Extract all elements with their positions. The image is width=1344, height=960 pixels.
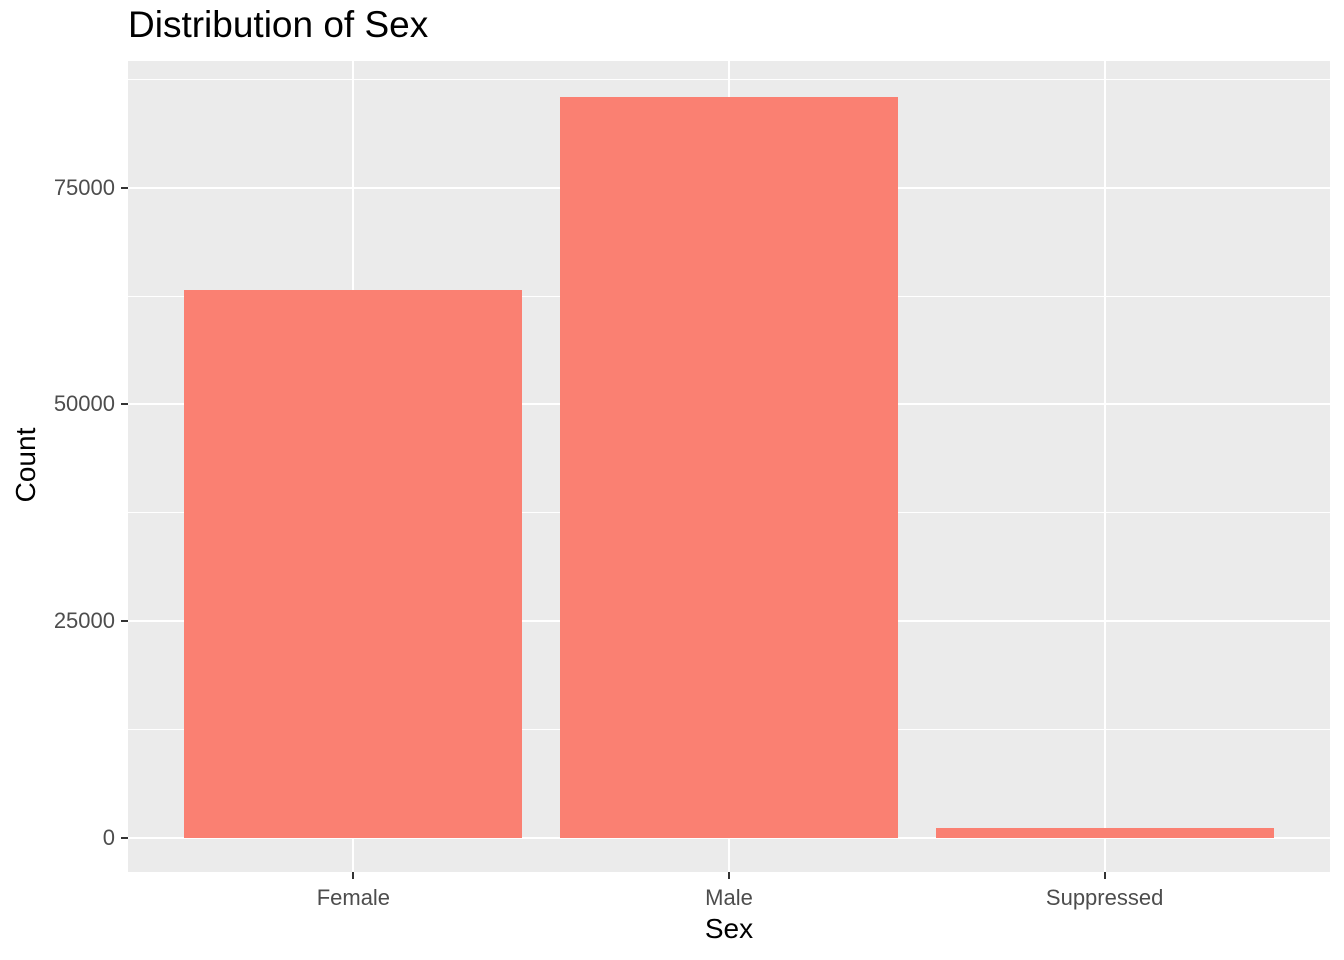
y-tick-label: 0: [102, 825, 115, 851]
y-tick-label: 50000: [53, 391, 115, 417]
x-axis-title: Sex: [704, 913, 754, 944]
chart-title: Distribution of Sex: [128, 4, 429, 45]
y-tick-mark: [121, 837, 128, 840]
x-tick-label: Male: [705, 885, 753, 910]
y-tick-mark: [121, 186, 128, 189]
bar-male: [559, 97, 899, 839]
y-tick-label: 25000: [53, 608, 115, 634]
y-axis-title: Count: [10, 427, 41, 503]
y-tick-label: 75000: [53, 174, 115, 200]
gridline-major-x: [1103, 61, 1106, 872]
x-tick-mark: [728, 872, 730, 879]
bar-suppressed: [935, 827, 1274, 839]
bar-female: [184, 289, 523, 839]
plot-panel: [128, 61, 1330, 872]
x-tick-label: Suppressed: [1045, 885, 1164, 910]
y-tick-mark: [121, 403, 128, 406]
x-tick-mark: [1103, 872, 1106, 879]
x-tick-label: Female: [316, 885, 391, 910]
x-tick-mark: [352, 872, 355, 879]
y-tick-mark: [121, 620, 128, 623]
